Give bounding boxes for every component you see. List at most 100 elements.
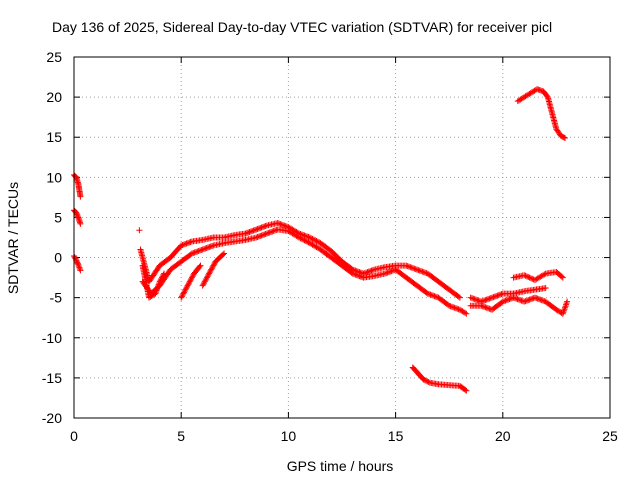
data-point	[263, 230, 270, 237]
data-point	[180, 290, 187, 297]
data-point	[525, 274, 532, 281]
data-point	[277, 221, 284, 228]
data-point	[310, 236, 317, 243]
data-point	[349, 270, 356, 277]
data-point	[384, 269, 391, 276]
data-point	[499, 298, 506, 305]
data-point	[196, 263, 203, 270]
data-point	[534, 295, 541, 302]
data-point	[482, 304, 489, 311]
data-point	[535, 296, 542, 303]
data-point	[513, 295, 520, 302]
data-point	[356, 273, 363, 280]
data-point	[452, 305, 459, 312]
series-arc-sub-c	[199, 250, 228, 289]
data-point	[408, 264, 415, 271]
data-point	[199, 246, 206, 253]
y-tick-label: -10	[42, 330, 62, 346]
data-point	[197, 262, 204, 269]
data-point	[497, 291, 504, 298]
data-point	[257, 224, 264, 231]
data-point	[281, 222, 288, 229]
data-point	[258, 224, 265, 231]
data-point	[517, 297, 524, 304]
data-point	[494, 292, 501, 299]
data-point	[77, 193, 84, 200]
data-point	[434, 294, 441, 301]
data-point	[309, 235, 316, 242]
data-point	[503, 297, 510, 304]
data-point	[186, 239, 193, 246]
data-point	[529, 295, 536, 302]
y-tick-label: 15	[46, 129, 62, 145]
data-point	[187, 239, 194, 246]
data-point	[243, 229, 250, 236]
y-tick-label: 20	[46, 89, 62, 105]
data-point	[257, 232, 264, 239]
data-point	[267, 228, 274, 235]
data-point	[416, 267, 423, 274]
data-point	[473, 296, 479, 303]
data-point	[564, 298, 571, 305]
data-point	[182, 286, 189, 293]
data-point	[77, 267, 84, 274]
data-point	[424, 290, 431, 297]
data-point	[159, 273, 166, 280]
data-point	[365, 268, 372, 275]
data-point	[183, 283, 190, 290]
data-point	[202, 245, 209, 252]
data-point	[298, 235, 305, 242]
data-point	[483, 304, 490, 311]
data-point	[518, 297, 525, 304]
data-point	[187, 251, 194, 258]
data-point	[220, 251, 227, 258]
data-point	[531, 294, 538, 301]
data-point	[501, 298, 508, 305]
data-point	[487, 295, 494, 302]
data-point	[511, 295, 518, 302]
data-point	[454, 305, 461, 312]
data-point	[364, 269, 371, 276]
data-point	[381, 270, 388, 277]
data-point	[262, 230, 269, 237]
data-point	[475, 297, 482, 304]
data-point	[474, 297, 481, 304]
data-point	[186, 278, 193, 285]
data-point	[561, 135, 568, 142]
data-point	[431, 293, 438, 300]
data-point	[178, 293, 185, 300]
data-point	[179, 291, 186, 298]
data-point	[255, 233, 262, 240]
data-point	[178, 242, 185, 249]
y-tick-label: 25	[46, 49, 62, 65]
data-point	[537, 296, 544, 303]
data-point	[183, 240, 190, 247]
data-point	[196, 247, 203, 254]
data-point	[502, 297, 509, 304]
data-point	[422, 269, 429, 276]
series-seg-early-mid	[71, 207, 84, 227]
data-point	[541, 298, 548, 305]
data-point	[560, 134, 567, 141]
data-point	[481, 303, 488, 310]
data-point	[254, 225, 261, 232]
data-point	[206, 269, 213, 276]
data-point	[526, 274, 533, 281]
y-tick-label: -5	[50, 290, 63, 306]
series-arc-sub-a	[139, 262, 168, 301]
data-point	[410, 265, 417, 272]
data-point	[187, 277, 194, 284]
data-point	[462, 309, 469, 316]
data-point	[269, 228, 276, 235]
data-point	[247, 228, 254, 235]
data-point	[515, 296, 522, 303]
data-point	[482, 297, 489, 304]
data-point	[185, 281, 192, 288]
data-point	[249, 227, 256, 234]
x-tick-label: 0	[70, 428, 78, 444]
ticks: 0 5 10 15 20 25 -20 -15 -10 -5 0 5 10 15 20 25	[42, 49, 618, 444]
data-point	[209, 243, 216, 250]
data-point	[181, 289, 188, 296]
chart-title: Day 136 of 2025, Sidereal Day-to-day VTE…	[52, 19, 552, 35]
data-point	[205, 244, 211, 251]
